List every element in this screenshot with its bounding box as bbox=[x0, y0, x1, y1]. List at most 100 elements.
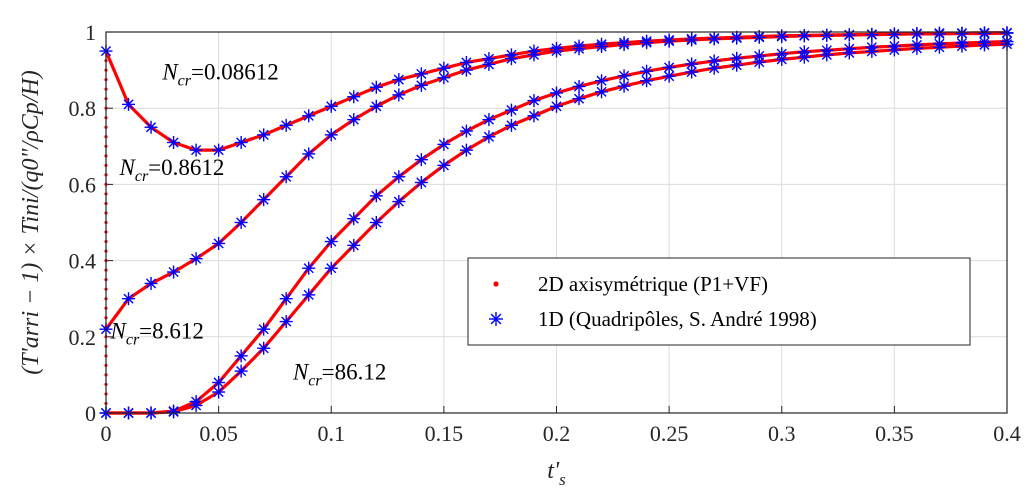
marker-1d bbox=[888, 28, 901, 41]
marker-1d bbox=[505, 104, 518, 117]
marker-1d bbox=[145, 277, 158, 290]
marker-1d bbox=[663, 70, 676, 83]
marker-1d bbox=[302, 147, 315, 160]
marker-1d bbox=[415, 153, 428, 166]
legend: 2D axisymétrique (P1+VF) 1D (Quadripôles… bbox=[468, 258, 970, 345]
marker-1d bbox=[460, 144, 473, 157]
marker-1d bbox=[798, 51, 811, 64]
marker-1d bbox=[325, 100, 338, 113]
marker-1d bbox=[753, 31, 766, 44]
marker-1d bbox=[212, 386, 225, 399]
marker-1d bbox=[347, 113, 360, 126]
legend-label-2d: 2D axisymétrique (P1+VF) bbox=[538, 272, 768, 296]
marker-1d bbox=[280, 292, 293, 305]
marker-1d bbox=[955, 40, 968, 53]
marker-1d bbox=[933, 41, 946, 54]
marker-1d bbox=[708, 32, 721, 45]
marker-1d bbox=[663, 35, 676, 48]
x-tick-label: 0.25 bbox=[650, 421, 689, 446]
marker-1d bbox=[257, 128, 270, 141]
marker-1d bbox=[235, 216, 248, 229]
marker-1d bbox=[460, 64, 473, 77]
marker-1d bbox=[618, 80, 631, 93]
marker-1d bbox=[595, 85, 608, 98]
x-tick-label: 0.05 bbox=[199, 421, 238, 446]
marker-1d bbox=[212, 237, 225, 250]
marker-1d bbox=[573, 80, 586, 93]
marker-1d bbox=[257, 193, 270, 206]
marker-1d bbox=[618, 38, 631, 51]
marker-1d bbox=[640, 36, 653, 49]
x-tick-label: 0.35 bbox=[875, 421, 914, 446]
annotation-4: Ncr=86.12 bbox=[292, 359, 386, 389]
x-tick-label: 0.3 bbox=[768, 421, 796, 446]
marker-1d bbox=[257, 342, 270, 355]
marker-1d bbox=[190, 399, 203, 412]
marker-1d bbox=[437, 159, 450, 172]
marker-1d bbox=[302, 288, 315, 301]
marker-1d bbox=[167, 405, 180, 418]
marker-1d bbox=[370, 216, 383, 229]
marker-1d bbox=[505, 52, 518, 65]
marker-1d bbox=[482, 58, 495, 71]
marker-1d bbox=[347, 212, 360, 225]
marker-1d bbox=[482, 113, 495, 126]
legend-marker-dot bbox=[493, 281, 498, 286]
marker-1d bbox=[392, 73, 405, 86]
marker-1d bbox=[325, 262, 338, 275]
x-tick-label: 0.2 bbox=[543, 421, 571, 446]
y-tick-label: 1 bbox=[85, 20, 96, 45]
y-tick-label: 0.8 bbox=[69, 96, 97, 121]
marker-1d bbox=[122, 292, 135, 305]
x-tick-label: 0 bbox=[101, 421, 112, 446]
marker-1d bbox=[527, 94, 540, 107]
marker-1d bbox=[708, 62, 721, 75]
marker-1d bbox=[235, 349, 248, 362]
marker-1d bbox=[775, 53, 788, 66]
marker-1d bbox=[370, 81, 383, 94]
annotation-1: Ncr=0.08612 bbox=[161, 60, 278, 90]
marker-1d bbox=[392, 88, 405, 101]
marker-1d bbox=[325, 235, 338, 248]
marker-1d bbox=[370, 100, 383, 113]
marker-1d bbox=[550, 100, 563, 113]
marker-1d bbox=[730, 32, 743, 45]
marker-1d bbox=[865, 28, 878, 41]
x-axis-label: t's bbox=[547, 458, 566, 489]
marker-1d bbox=[978, 38, 991, 51]
marker-1d bbox=[235, 365, 248, 378]
marker-1d bbox=[392, 195, 405, 208]
marker-1d bbox=[595, 40, 608, 53]
marker-1d bbox=[527, 109, 540, 122]
y-axis-label-text: (T'arri − 1) × Tini/(q0"/ρCp/H) bbox=[18, 70, 44, 375]
marker-1d bbox=[685, 66, 698, 79]
marker-1d bbox=[415, 79, 428, 92]
marker-1d bbox=[865, 45, 878, 58]
marker-1d bbox=[730, 59, 743, 72]
marker-1d bbox=[888, 43, 901, 56]
marker-1d bbox=[910, 42, 923, 55]
marker-1d bbox=[325, 128, 338, 141]
marker-1d bbox=[505, 119, 518, 132]
marker-1d bbox=[550, 45, 563, 58]
x-tick-label: 0.4 bbox=[993, 421, 1021, 446]
marker-1d bbox=[122, 98, 135, 111]
marker-1d bbox=[415, 67, 428, 80]
marker-1d bbox=[460, 125, 473, 138]
marker-1d bbox=[392, 170, 405, 183]
marker-1d bbox=[753, 56, 766, 69]
marker-1d bbox=[257, 323, 270, 336]
marker-1d bbox=[347, 90, 360, 103]
marker-1d bbox=[190, 252, 203, 265]
y-tick-label: 0.4 bbox=[69, 249, 97, 274]
marker-1d bbox=[437, 138, 450, 151]
marker-1d bbox=[820, 29, 833, 42]
y-axis-label: (T'arri − 1) × Tini/(q0"/ρCp/H) bbox=[18, 70, 44, 375]
marker-1d bbox=[640, 74, 653, 87]
marker-1d bbox=[145, 121, 158, 134]
legend-asterisk bbox=[489, 312, 503, 326]
marker-1d bbox=[573, 92, 586, 105]
marker-1d bbox=[482, 130, 495, 143]
marker-1d bbox=[685, 34, 698, 47]
